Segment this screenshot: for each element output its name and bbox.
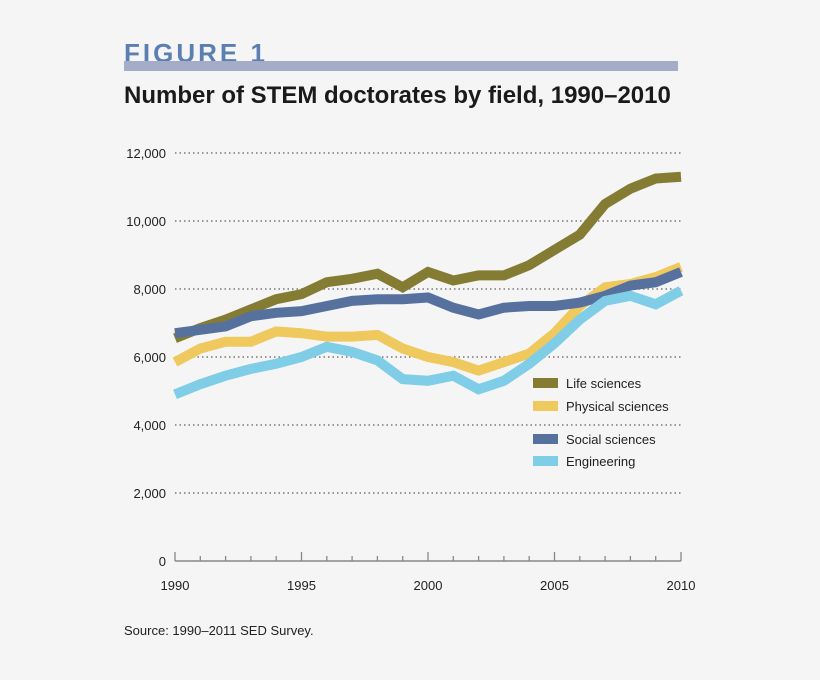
- legend-swatch: [533, 456, 558, 466]
- x-tick-label: 2000: [414, 578, 443, 593]
- chart-title: Number of STEM doctorates by field, 1990…: [124, 82, 671, 109]
- legend: Life sciences Physical sciences Social sci…: [533, 376, 669, 469]
- legend-label: Engineering: [566, 454, 635, 469]
- series-line-social-sciences: [174, 267, 683, 339]
- x-tick-label: 1990: [161, 578, 190, 593]
- legend-swatch: [533, 401, 558, 411]
- legend-swatch: [533, 378, 558, 388]
- legend-label: Physical sciences: [566, 399, 669, 414]
- x-tick-label: 2005: [540, 578, 569, 593]
- legend-label: Life sciences: [566, 376, 642, 391]
- series-lines: [172, 171, 684, 400]
- y-tick-label: 0: [159, 554, 166, 569]
- x-tick-label: 1995: [287, 578, 316, 593]
- y-tick-label: 4,000: [133, 418, 166, 433]
- legend-label: Social sciences: [566, 432, 656, 447]
- series-line-engineering: [173, 286, 684, 400]
- y-tick-label: 8,000: [133, 282, 166, 297]
- y-tick-label: 10,000: [126, 214, 166, 229]
- series-line-life-sciences: [173, 171, 682, 343]
- x-tick-label: 2010: [667, 578, 696, 593]
- figure-label-bar: [124, 61, 678, 71]
- legend-swatch: [533, 434, 558, 444]
- y-tick-label: 6,000: [133, 350, 166, 365]
- y-tick-label: 2,000: [133, 486, 166, 501]
- x-axis: 1990 1995 2000 2005 2010: [161, 552, 696, 593]
- gridlines: 0 2,000 4,000 6,000 8,000 10,000 12,000: [126, 146, 681, 569]
- source-note: Source: 1990–2011 SED Survey.: [124, 623, 314, 638]
- y-tick-label: 12,000: [126, 146, 166, 161]
